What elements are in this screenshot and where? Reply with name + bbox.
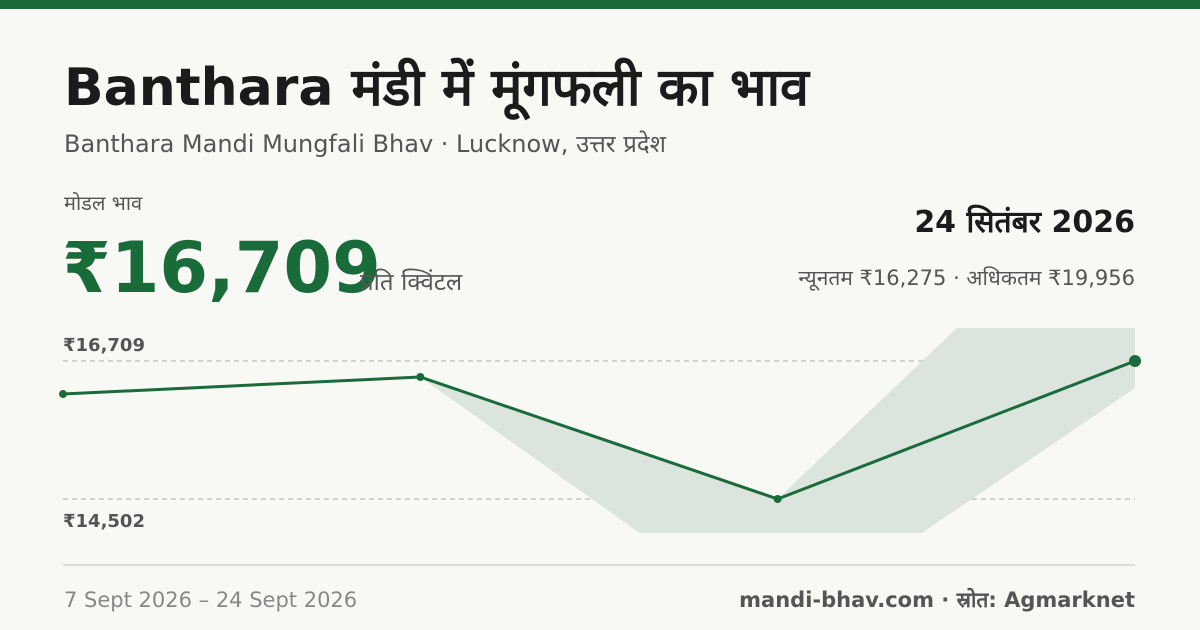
range-text: न्यूनतम ₹16,275 · अधिकतम ₹19,956: [798, 266, 1135, 291]
date: 24 सितंबर 2026: [914, 204, 1135, 240]
y-tick-label: ₹16,709: [63, 335, 145, 356]
range-band: [420, 328, 1135, 533]
y-tick-label: ₹14,502: [63, 511, 145, 532]
price-line: [62, 359, 1136, 501]
price-unit: प्रति क्विंटल: [360, 268, 463, 296]
point: [416, 373, 425, 382]
price: ₹16,709: [62, 227, 381, 309]
point: [59, 390, 67, 399]
subtitle: Banthara Mandi Mungfali Bhav · Lucknow, …: [64, 130, 667, 158]
title: Banthara मंडी में मूंगफली का भाव: [64, 57, 811, 121]
source: mandi-bhav.com · स्रोत: Agmarknet: [739, 587, 1135, 612]
price-caption: मोडल भाव: [64, 191, 143, 215]
top-bar: [0, 0, 1200, 9]
point: [1129, 355, 1141, 368]
point: [773, 494, 782, 503]
period: 7 Sept 2026 – 24 Sept 2026: [64, 588, 357, 612]
